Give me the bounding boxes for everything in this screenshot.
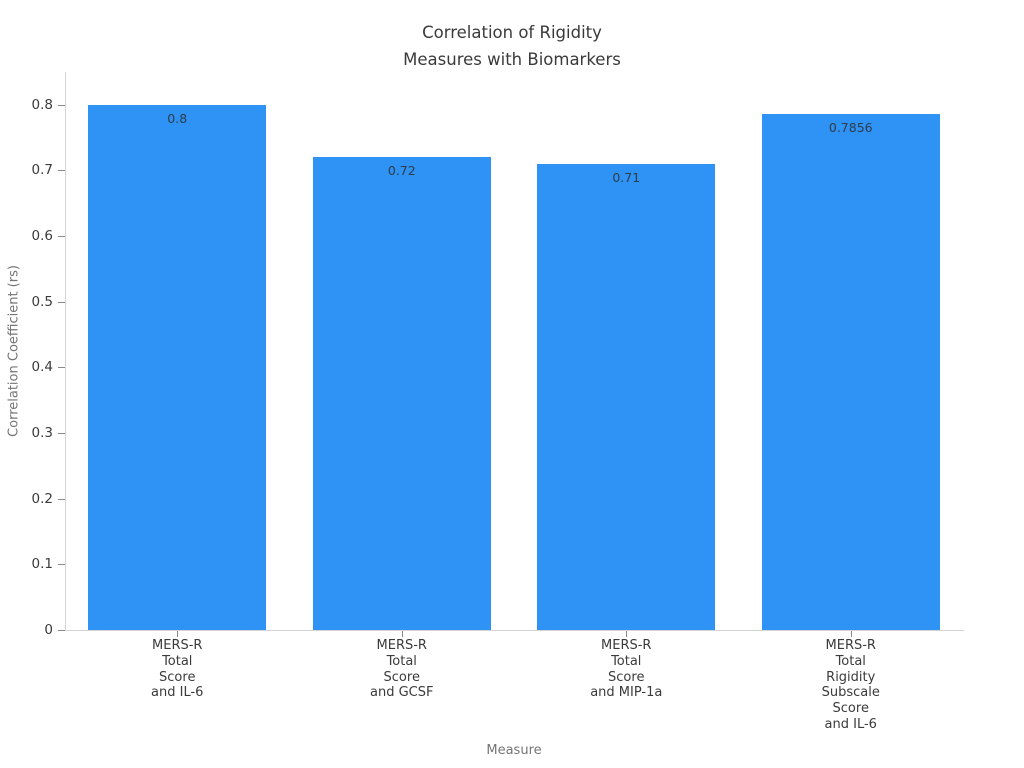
x-axis-label: Measure	[486, 743, 542, 758]
y-tick-mark	[58, 236, 65, 238]
x-tick-mark	[626, 631, 628, 637]
y-tick-mark	[58, 498, 65, 500]
bar-value-label: 0.71	[612, 169, 641, 185]
y-tick-mark	[58, 104, 65, 106]
y-tick-label: 0.3	[31, 425, 53, 442]
bar: 0.7856	[761, 114, 940, 630]
bar-value-label: 0.8	[167, 110, 188, 126]
x-tick-label: MERS-R Total Score and GCSF	[370, 638, 434, 701]
bar: 0.71	[537, 163, 716, 630]
x-tick-label: MERS-R Total Rigidity Subscale Score and…	[821, 638, 880, 732]
x-tick-label: MERS-R Total Score and IL-6	[151, 638, 204, 701]
bar: 0.8	[88, 104, 267, 630]
y-tick-label: 0.7	[31, 162, 53, 179]
y-tick-mark	[58, 301, 65, 303]
y-tick-label: 0.8	[31, 96, 53, 113]
x-tick-mark	[177, 631, 179, 637]
y-tick-label: 0.2	[31, 490, 53, 507]
y-axis-label: Correlation Coefficient (rs)	[6, 265, 22, 437]
bar-value-label: 0.7856	[828, 120, 873, 136]
x-tick-mark	[401, 631, 403, 637]
bar-value-label: 0.72	[387, 163, 416, 179]
x-axis-spine	[65, 630, 964, 631]
y-tick-mark	[58, 630, 65, 631]
y-tick-label: 0.5	[31, 293, 53, 310]
y-tick-mark	[58, 170, 65, 172]
y-tick-label: 0.1	[31, 556, 53, 573]
y-axis-spine	[65, 72, 66, 631]
x-tick-label: MERS-R Total Score and MIP-1a	[590, 638, 663, 701]
bar: 0.72	[312, 157, 491, 630]
x-tick-mark	[850, 631, 852, 637]
y-tick-label: 0.4	[31, 359, 53, 376]
y-tick-label: 0	[44, 622, 53, 638]
y-tick-mark	[58, 564, 65, 566]
y-tick-mark	[58, 367, 65, 369]
y-tick-label: 0.6	[31, 228, 53, 245]
chart-title: Correlation of Rigidity Measures with Bi…	[403, 23, 621, 69]
y-tick-mark	[58, 433, 65, 435]
